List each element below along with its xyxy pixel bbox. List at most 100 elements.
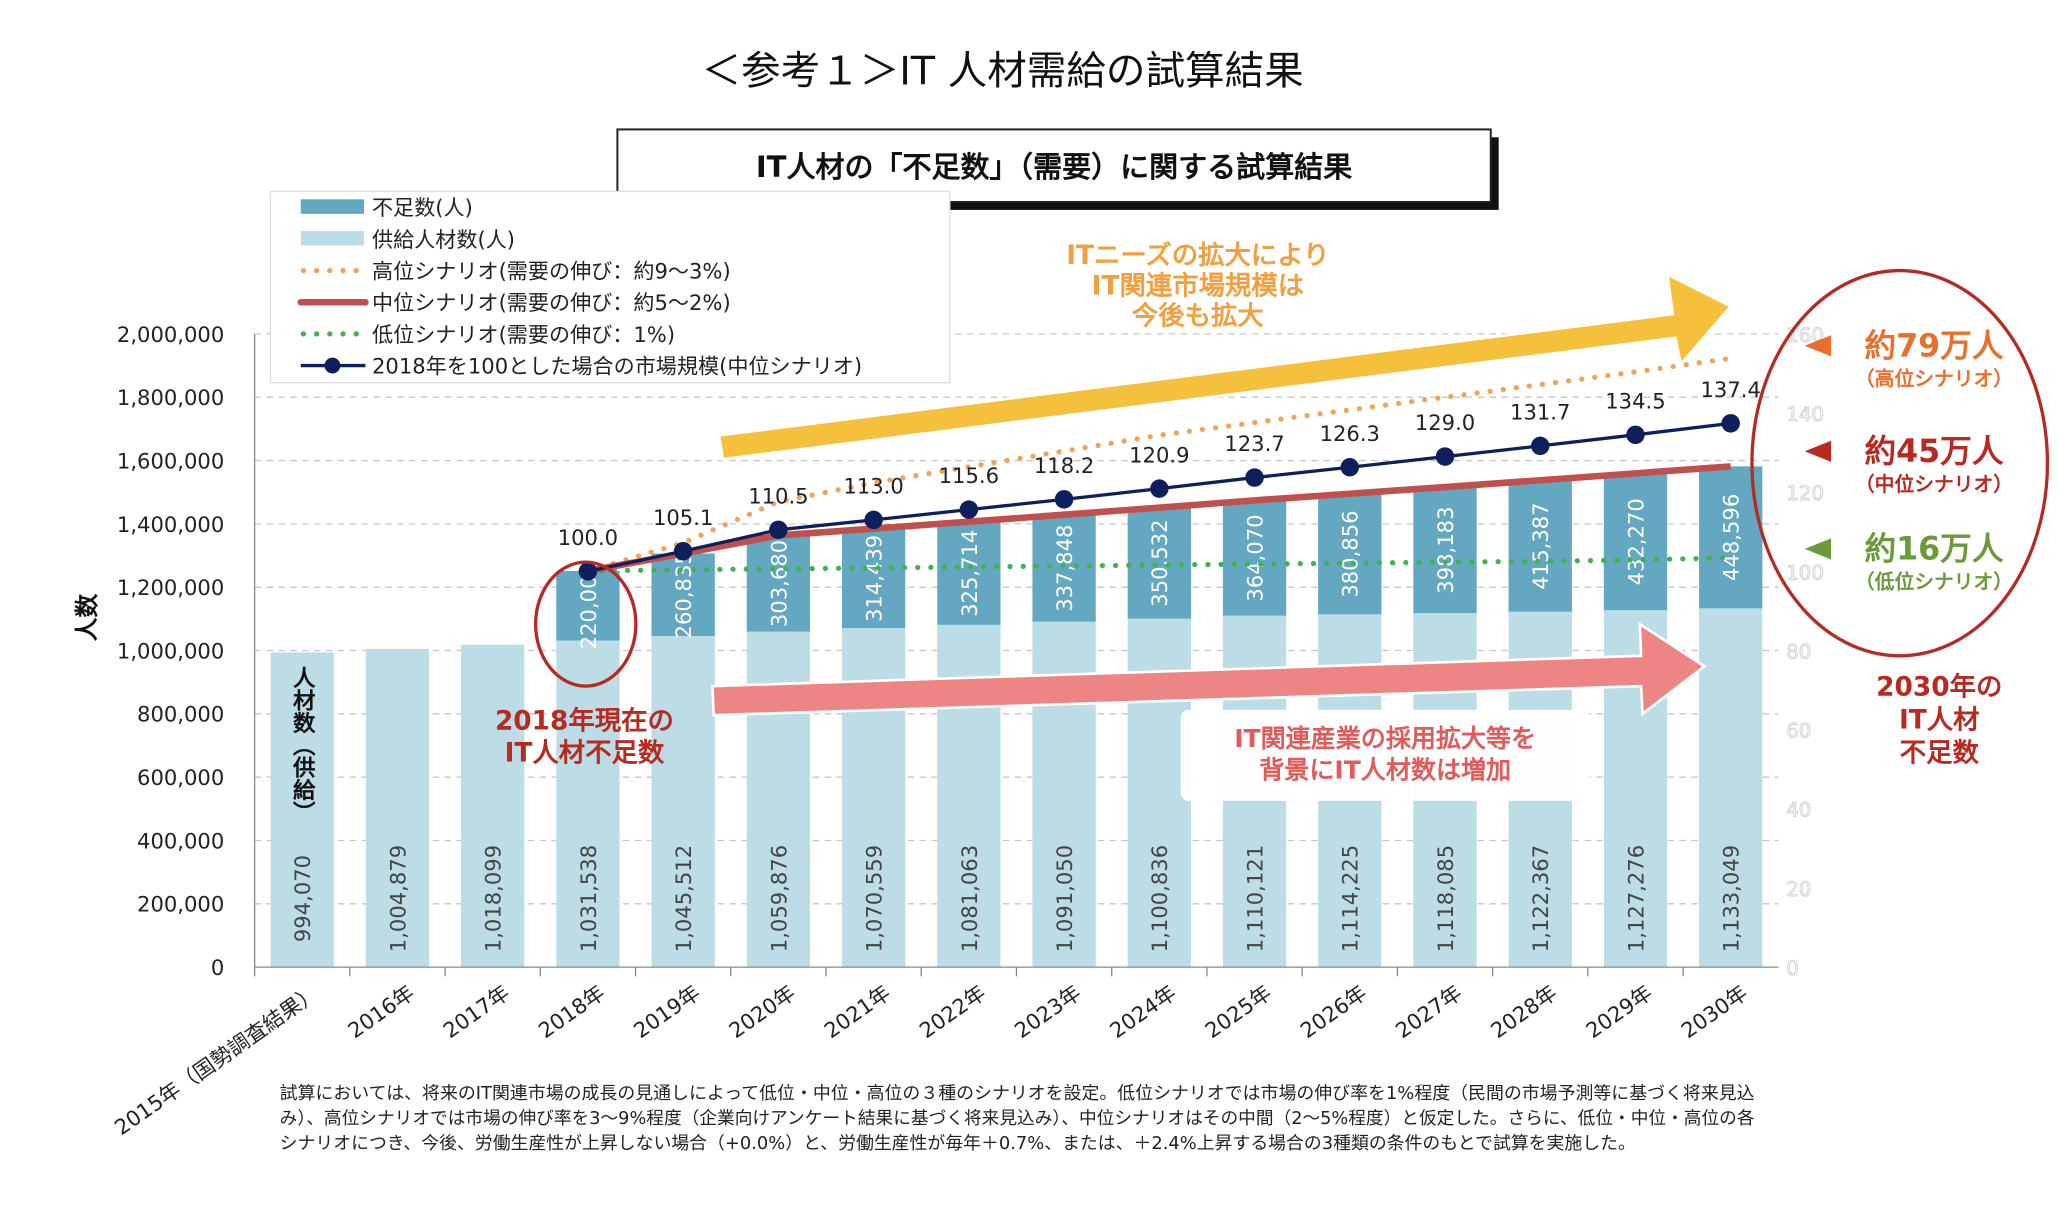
box-title: IT人材の「不足数」（需要）に関する試算結果: [756, 150, 1352, 184]
y-tick-label: 800,000: [137, 702, 224, 727]
market-size-label: 137.4: [1701, 377, 1761, 402]
y2-tick-label: 60: [1786, 720, 1811, 743]
supply-bar-label: 1,133,049: [1719, 845, 1744, 952]
legend-label: 高位シナリオ(需要の伸び：約9～3%): [372, 258, 731, 283]
supply-bar: [651, 636, 715, 968]
supply-bar: [1699, 608, 1763, 968]
supply-bar-label: 994,070: [290, 855, 315, 942]
y2-tick-label: 100: [1786, 561, 1824, 584]
supply-bar: [270, 652, 334, 968]
arrows: [711, 272, 1733, 717]
supply-bar: [556, 640, 620, 968]
x-tick-label: 2016年: [343, 980, 419, 1043]
y-tick-label: 200,000: [137, 892, 224, 917]
market-size-label: 113.0: [843, 474, 903, 499]
market-size-label: 100.0: [558, 525, 618, 550]
legend: 不足数(人) 供給人材数(人) 高位シナリオ(需要の伸び：約9～3%) 中位シナリオ(…: [269, 190, 951, 384]
y2-tick-label: 40: [1786, 799, 1811, 822]
x-tick-label: 2023年: [1010, 980, 1086, 1043]
pointer-low: [1804, 538, 1832, 560]
supply-bar-label: 1,081,063: [957, 845, 982, 952]
supply-bar-label: 1,118,085: [1433, 845, 1458, 952]
market-size-point: [1435, 447, 1455, 466]
x-tick-label: 2017年: [438, 980, 514, 1043]
pointer-high: [1804, 335, 1832, 357]
y-tick-label: 0: [211, 955, 224, 980]
market-size-point: [673, 541, 693, 561]
shortage-bar-label: 415,387: [1528, 502, 1553, 589]
x-tick-label: 2018年: [534, 980, 610, 1043]
talent-growth-note: 背景にIT人材数は増加: [1259, 755, 1511, 784]
supply-bar-label: 1,059,876: [766, 845, 791, 952]
supply-bar-label: 1,100,836: [1147, 845, 1172, 952]
supply-bar-caption: 人材数（供給）: [289, 666, 316, 823]
legend-label: 供給人材数(人): [372, 227, 515, 252]
market-size-point: [578, 562, 598, 581]
market-growth-note: 今後も拡大: [1132, 301, 1265, 332]
mid-shortage-value: 約45万人: [1864, 434, 2003, 470]
shortage-bar: [1508, 480, 1572, 612]
shortage-2018-note: 2018年現在の: [495, 706, 674, 737]
legend-label: 不足数(人): [372, 195, 473, 220]
footnote: 試算においては、将来のIT関連市場の成長の見通しによって低位・中位・高位の３種の…: [280, 1084, 1755, 1154]
y2-tick-label: 120: [1786, 482, 1824, 505]
title-box: IT人材の「不足数」（需要）に関する試算結果: [616, 128, 1499, 210]
ellipse-2030: [1750, 268, 2050, 658]
mid-shortage-sub: （中位シナリオ）: [1855, 473, 2013, 496]
shortage-bar-label: 364,070: [1242, 514, 1267, 601]
y-tick-label: 1,200,000: [117, 575, 224, 600]
shortage-2018-note: IT人材不足数: [505, 738, 665, 768]
pink-note-box: [1180, 709, 1590, 801]
y-tick-label: 2,000,000: [117, 322, 224, 347]
market-size-label: 126.3: [1320, 421, 1380, 446]
shortage-bar-label: 260,835: [671, 551, 696, 638]
market-size-point: [1626, 425, 1645, 445]
shortage-bar: [1413, 487, 1477, 614]
shortage-2030-note: 不足数: [1900, 738, 1980, 768]
shortage-bar: [1222, 500, 1287, 616]
shortage-bar-label: 337,848: [1052, 525, 1077, 612]
supply-bar-label: 1,045,512: [671, 845, 696, 952]
market-size-label: 115.6: [939, 463, 999, 488]
page-title: ＜参考１＞IT 人材需給の試算結果: [701, 49, 1303, 95]
ellipse-2018: [533, 560, 638, 688]
talent-growth-note: IT関連産業の採用拡大等を: [1234, 724, 1536, 753]
supply-bar-label: 1,127,276: [1623, 845, 1648, 952]
y-tick-label: 1,400,000: [117, 512, 224, 537]
supply-bar-label: 1,114,225: [1338, 845, 1363, 952]
market-size-point: [1054, 490, 1074, 509]
supply-bar-label: 1,031,538: [576, 845, 601, 952]
footnote-line: シナリオにつき、今後、労働生産性が上昇しない場合（+0.0%）と、労働生産性が毎…: [280, 1134, 1636, 1154]
footnote-line: 試算においては、将来のIT関連市場の成長の見通しによって低位・中位・高位の３種の…: [280, 1084, 1755, 1104]
high-scenario-line: [585, 355, 1734, 574]
market-growth-note: ITニーズの拡大により: [1066, 240, 1329, 271]
legend-label: 2018年を100とした場合の市場規模(中位シナリオ): [372, 353, 862, 378]
low-scenario-line: [585, 555, 1734, 574]
legend-marker-market: [324, 357, 341, 374]
shortage-2030-note: 2030年の: [1876, 671, 2002, 702]
legend-label: 中位シナリオ(需要の伸び：約5～2%): [372, 290, 731, 315]
supply-bar-label: 1,110,121: [1242, 845, 1267, 952]
y2-tick-label: 80: [1786, 640, 1811, 663]
x-tick-label: 2029年: [1581, 980, 1657, 1043]
market-size-label: 120.9: [1129, 442, 1189, 467]
supply-bar-label: 1,004,879: [385, 845, 410, 952]
x-tick-label: 2019年: [629, 980, 705, 1043]
y2-tick-label: 0: [1786, 957, 1799, 980]
x-tick-label: 2021年: [819, 980, 895, 1043]
x-tick-label: 2022年: [915, 980, 991, 1043]
shortage-bar: [1318, 493, 1382, 615]
x-tick-label: 2025年: [1200, 980, 1276, 1043]
y-tick-label: 600,000: [137, 765, 224, 790]
pointer-mid: [1804, 440, 1832, 462]
shortage-bar: [841, 528, 906, 629]
market-size-label: 123.7: [1224, 431, 1284, 456]
market-size-label: 110.5: [748, 483, 808, 508]
x-tick-label: 2024年: [1105, 980, 1181, 1043]
shortage-bar: [556, 570, 620, 641]
market-size-label: 129.0: [1415, 410, 1475, 435]
shortage-bar-label: 314,439: [862, 535, 887, 622]
supply-bar: [461, 644, 525, 968]
